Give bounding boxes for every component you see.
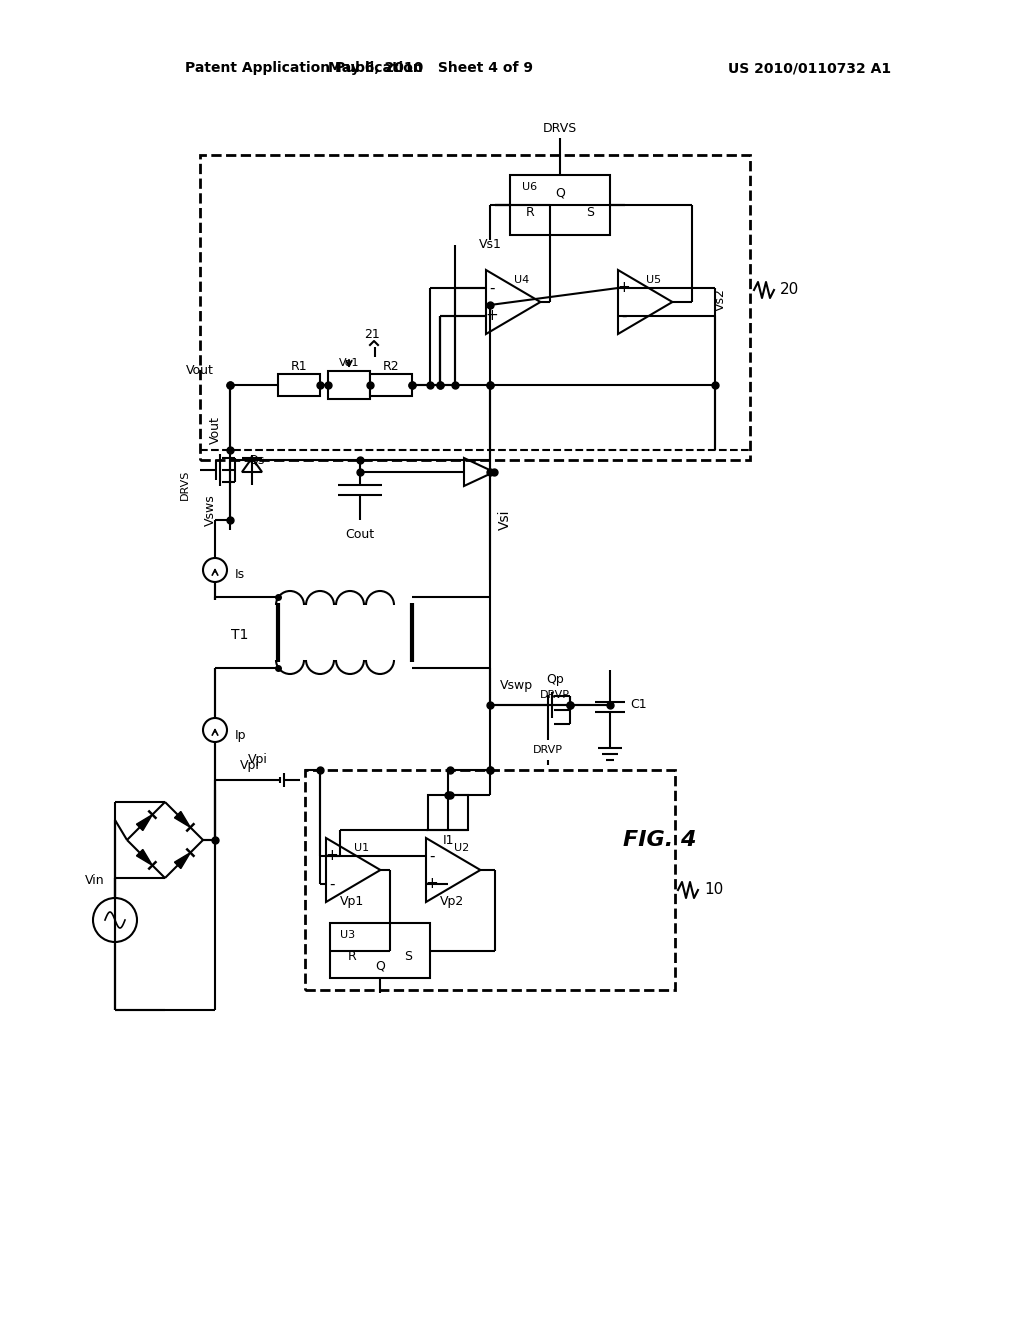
- Text: Vin: Vin: [85, 874, 104, 887]
- Text: +: +: [326, 849, 338, 863]
- Text: -: -: [330, 876, 335, 891]
- Text: Vpi: Vpi: [248, 754, 268, 767]
- Text: +: +: [617, 281, 631, 296]
- Text: Patent Application Publication: Patent Application Publication: [185, 61, 423, 75]
- Text: Vpi: Vpi: [240, 759, 260, 771]
- Bar: [305, 770, 675, 990]
- Text: S: S: [404, 949, 412, 962]
- Text: R: R: [347, 949, 356, 962]
- Text: R1: R1: [291, 360, 307, 374]
- Text: Cout: Cout: [345, 528, 375, 541]
- Bar: [200, 154, 750, 459]
- Text: +: +: [426, 876, 438, 891]
- Text: US 2010/0110732 A1: US 2010/0110732 A1: [728, 61, 892, 75]
- Bar: [428, 795, 468, 830]
- Text: Vsi: Vsi: [498, 510, 512, 531]
- Text: S: S: [586, 206, 594, 219]
- Text: Vs1: Vs1: [478, 239, 502, 252]
- Text: U1: U1: [354, 843, 370, 853]
- Text: Vo1: Vo1: [339, 358, 359, 368]
- Text: -: -: [489, 281, 495, 296]
- Polygon shape: [136, 814, 153, 830]
- Text: Q: Q: [375, 960, 385, 973]
- Polygon shape: [174, 812, 190, 828]
- Bar: [370, 374, 412, 396]
- Text: I1: I1: [442, 833, 454, 846]
- Text: Vout: Vout: [209, 416, 221, 444]
- Bar: [330, 923, 430, 978]
- Text: DRVP: DRVP: [534, 744, 563, 755]
- Polygon shape: [136, 850, 153, 866]
- Text: 10: 10: [705, 883, 723, 898]
- Text: R2: R2: [383, 360, 399, 374]
- Text: 21: 21: [365, 329, 380, 342]
- Text: FIG. 4: FIG. 4: [624, 830, 696, 850]
- Text: -: -: [622, 309, 627, 323]
- Text: U6: U6: [522, 182, 538, 191]
- Text: U3: U3: [340, 931, 355, 940]
- Bar: [328, 371, 370, 399]
- Text: Q: Q: [555, 186, 565, 199]
- Text: Vs2: Vs2: [714, 289, 726, 312]
- Text: 20: 20: [780, 282, 800, 297]
- Text: DRVP: DRVP: [540, 690, 570, 700]
- Text: U5: U5: [646, 275, 662, 285]
- Bar: [510, 176, 610, 235]
- Text: T1: T1: [230, 628, 248, 642]
- Text: U4: U4: [514, 275, 529, 285]
- Text: R: R: [525, 206, 535, 219]
- Text: Vswp: Vswp: [500, 678, 534, 692]
- Text: C1: C1: [630, 698, 646, 711]
- Text: DRVS: DRVS: [180, 470, 190, 500]
- Text: Qs: Qs: [248, 454, 264, 466]
- Text: Ip: Ip: [234, 729, 247, 742]
- Text: +: +: [485, 309, 499, 323]
- Bar: [278, 374, 319, 396]
- Text: Vp2: Vp2: [440, 895, 464, 908]
- Text: Qp: Qp: [546, 673, 564, 686]
- Text: -: -: [429, 849, 435, 863]
- Text: Vp1: Vp1: [340, 895, 365, 908]
- Text: U2: U2: [455, 843, 470, 853]
- Text: Vsws: Vsws: [204, 494, 216, 525]
- Text: May 6, 2010   Sheet 4 of 9: May 6, 2010 Sheet 4 of 9: [328, 61, 532, 75]
- Text: Is: Is: [234, 569, 245, 582]
- Text: Vout: Vout: [186, 363, 214, 376]
- Polygon shape: [174, 853, 190, 869]
- Text: DRVS: DRVS: [543, 121, 578, 135]
